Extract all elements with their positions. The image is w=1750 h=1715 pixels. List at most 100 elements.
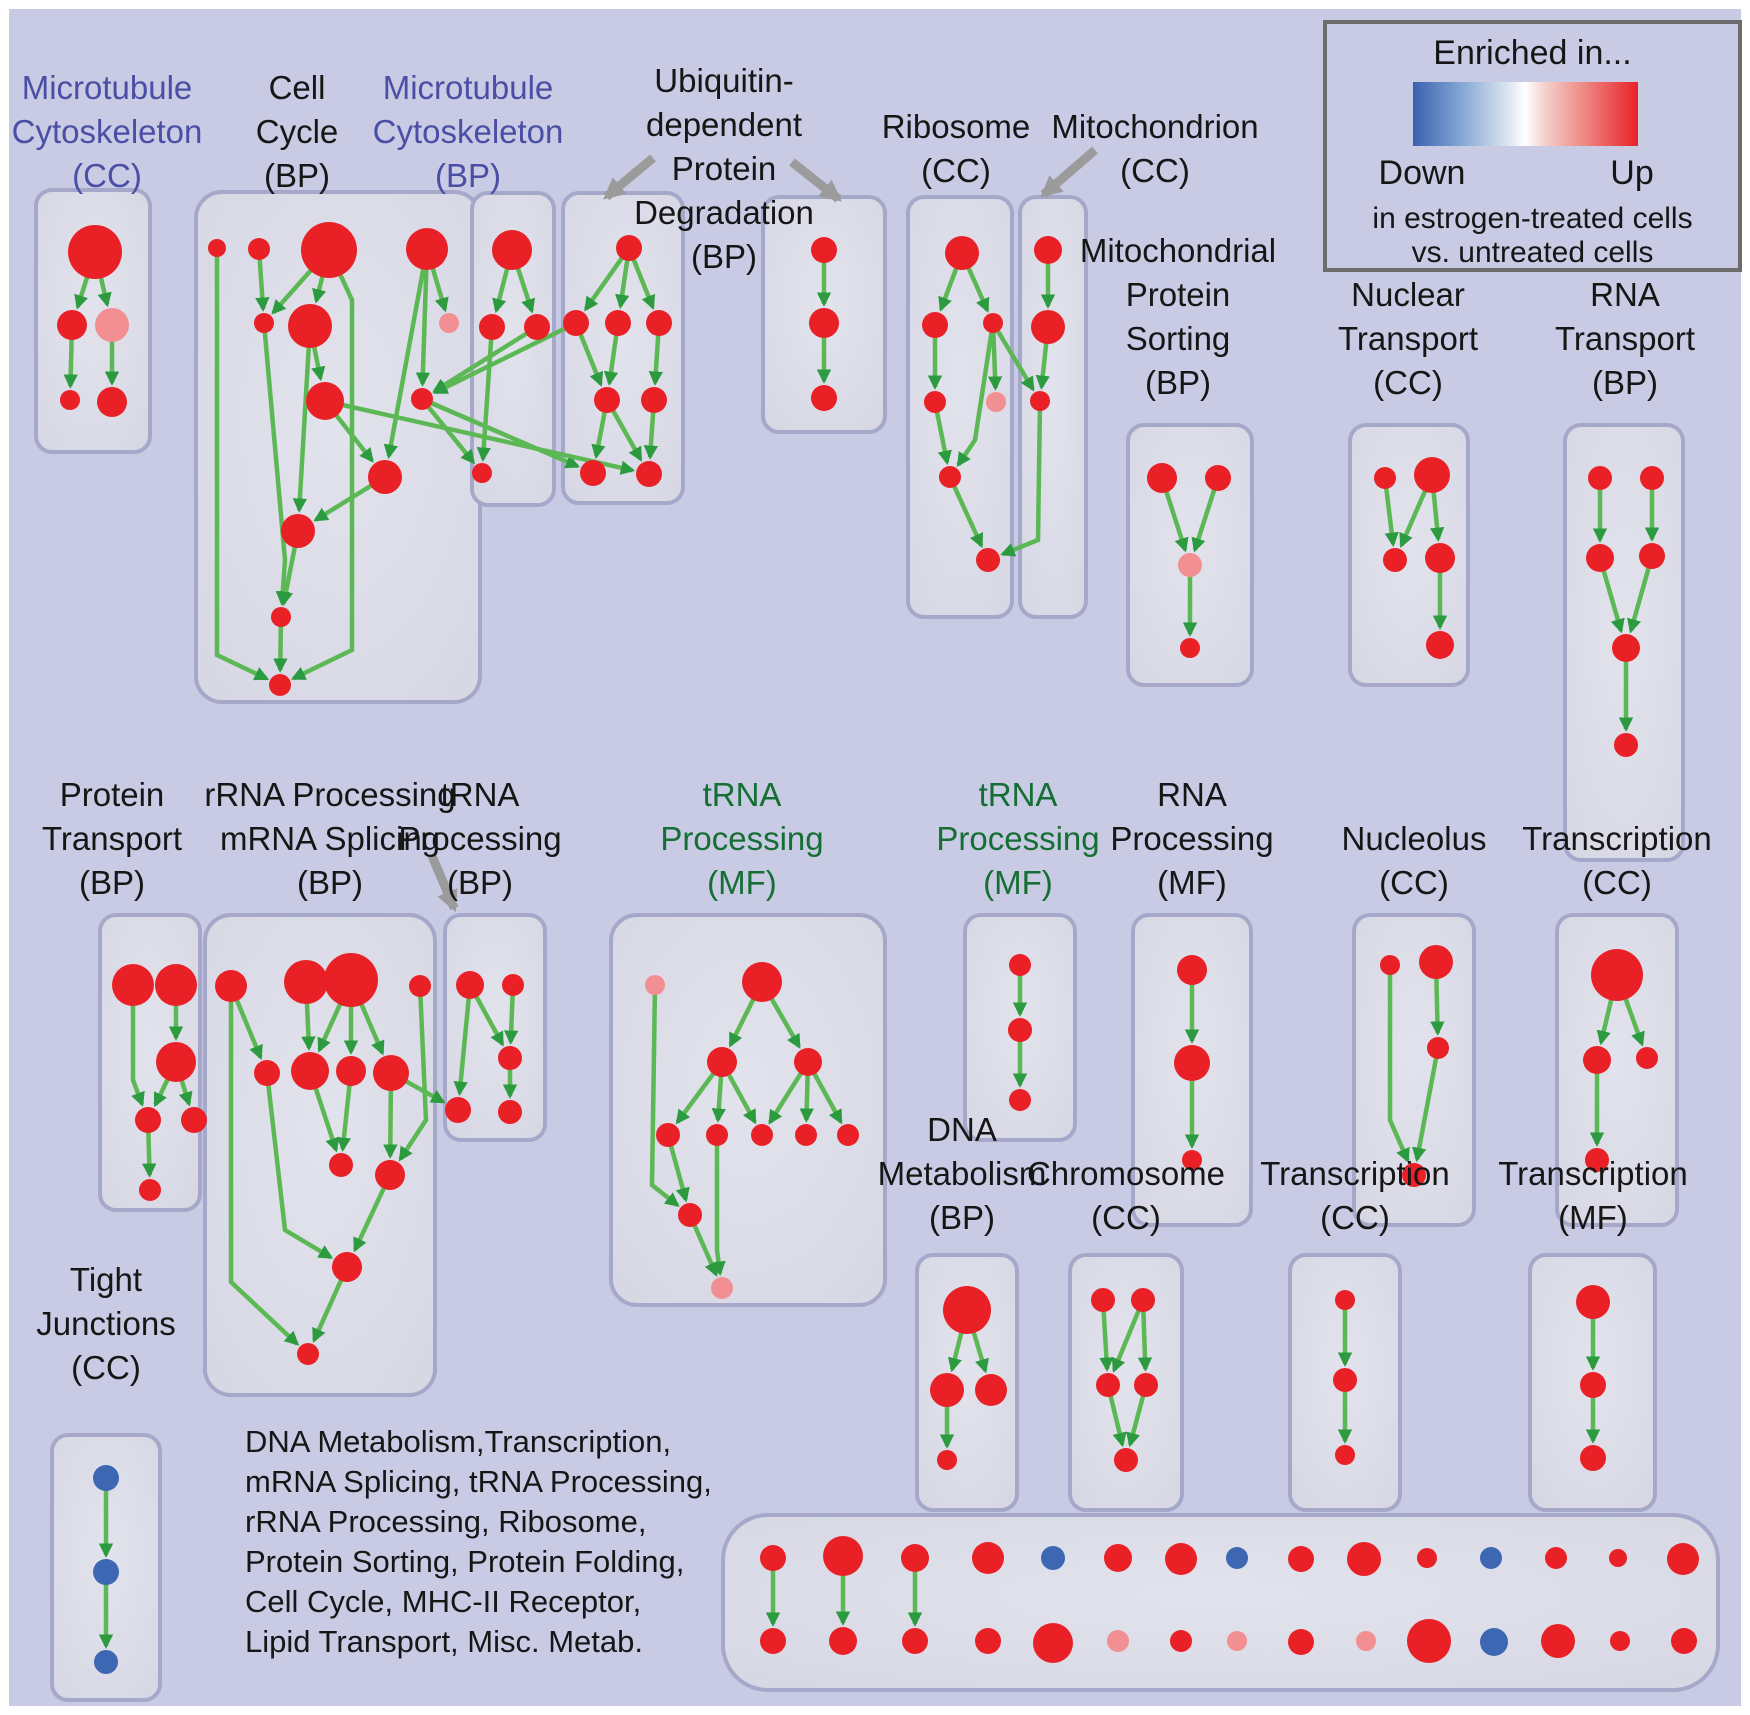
go-term-node bbox=[1180, 638, 1200, 658]
label-dna-metabolism: DNA Metabolism (BP) bbox=[877, 1111, 1047, 1236]
group-box-mixed-clusters bbox=[721, 1513, 1720, 1692]
label-cell-cycle: Cell Cycle (BP) bbox=[255, 69, 339, 194]
annotation-arrow bbox=[1040, 146, 1098, 199]
go-term-node bbox=[1041, 1546, 1065, 1570]
go-term-node bbox=[976, 548, 1000, 572]
go-term-node bbox=[616, 235, 642, 261]
go-edge bbox=[383, 248, 430, 460]
go-term-node bbox=[248, 238, 270, 260]
go-term-node bbox=[1480, 1628, 1508, 1656]
go-term-node bbox=[479, 314, 505, 340]
go-term-node bbox=[1030, 391, 1050, 411]
go-term-node bbox=[656, 1123, 680, 1147]
go-term-node bbox=[254, 313, 274, 333]
label-transcription-cc-top: Transcription (CC) bbox=[1522, 820, 1712, 901]
go-term-node bbox=[1583, 1046, 1611, 1074]
annotation-arrow bbox=[789, 158, 842, 203]
go-edge bbox=[261, 322, 290, 606]
go-edge bbox=[292, 325, 313, 513]
go-term-node bbox=[472, 463, 492, 483]
go-term-node bbox=[1288, 1629, 1314, 1655]
go-term-node bbox=[68, 225, 122, 279]
go-term-node bbox=[1580, 1372, 1606, 1398]
label-rrna-processing: rRNA Processing mRNA Splicing (BP) bbox=[204, 776, 456, 901]
label-chromosome: Chromosome (CC) bbox=[1026, 1155, 1226, 1236]
go-term-node bbox=[112, 964, 154, 1006]
go-term-node bbox=[1425, 543, 1455, 573]
go-term-node bbox=[1480, 1547, 1502, 1569]
label-nucleolus: Nucleolus (CC) bbox=[1341, 820, 1487, 901]
go-term-node bbox=[823, 1536, 863, 1576]
go-term-node bbox=[1096, 1373, 1120, 1397]
go-term-node bbox=[1131, 1288, 1155, 1312]
legend-title: Enriched in... bbox=[1433, 34, 1632, 72]
label-nuclear-transport: Nuclear Transport (CC) bbox=[1338, 276, 1478, 401]
go-term-node bbox=[711, 1277, 733, 1299]
label-ubiquitin-degradation: Ubiquitin- dependent Protein Degradation… bbox=[634, 62, 814, 275]
go-term-node bbox=[368, 460, 402, 494]
go-term-node bbox=[1104, 1544, 1132, 1572]
label-ribosome: Ribosome (CC) bbox=[881, 108, 1031, 189]
go-term-node bbox=[902, 1628, 928, 1654]
go-term-node bbox=[288, 304, 332, 348]
go-term-node bbox=[156, 1042, 196, 1082]
go-term-node bbox=[580, 460, 606, 486]
go-term-node bbox=[411, 388, 433, 410]
go-term-node bbox=[829, 1627, 857, 1655]
go-term-node bbox=[760, 1628, 786, 1654]
go-term-node bbox=[563, 310, 589, 336]
go-term-node bbox=[492, 230, 532, 270]
go-term-node bbox=[1671, 1628, 1697, 1654]
go-term-node bbox=[301, 222, 357, 278]
go-term-node bbox=[605, 310, 631, 336]
label-microtubule-cytoskeleton-cc: Microtubule Cytoskeleton (CC) bbox=[11, 69, 203, 194]
go-term-node bbox=[57, 310, 87, 340]
legend-caption-line1: in estrogen-treated cells bbox=[1372, 202, 1693, 235]
go-term-node bbox=[1008, 1018, 1032, 1042]
go-term-node bbox=[498, 1046, 522, 1070]
go-term-node bbox=[1427, 1037, 1449, 1059]
go-term-node bbox=[1614, 733, 1638, 757]
go-edge bbox=[264, 1072, 334, 1260]
go-edge bbox=[421, 396, 581, 469]
go-edge bbox=[991, 321, 1035, 392]
go-term-node bbox=[641, 387, 667, 413]
go-term-node bbox=[208, 239, 226, 257]
go-term-node bbox=[922, 312, 948, 338]
go-term-node bbox=[1639, 543, 1665, 569]
go-term-node bbox=[524, 314, 550, 340]
go-term-node bbox=[939, 466, 961, 488]
label-transcription-cc-bottom: Transcription (CC) bbox=[1260, 1155, 1450, 1236]
annotation-arrow bbox=[603, 154, 656, 201]
go-term-node bbox=[93, 1559, 119, 1585]
go-term-node bbox=[945, 236, 979, 270]
go-term-node bbox=[284, 960, 328, 1004]
go-term-node bbox=[1585, 1148, 1609, 1172]
go-edge bbox=[415, 248, 431, 387]
go-term-node bbox=[1588, 466, 1612, 490]
go-term-node bbox=[1380, 955, 1400, 975]
go-edge bbox=[1412, 1047, 1441, 1163]
go-term-node bbox=[943, 1286, 991, 1334]
go-term-node bbox=[930, 1373, 964, 1407]
go-edge bbox=[228, 986, 300, 1346]
go-term-node bbox=[336, 1056, 366, 1086]
go-term-node bbox=[1226, 1547, 1248, 1569]
go-term-node bbox=[439, 313, 459, 333]
go-edge bbox=[956, 322, 996, 467]
go-edge bbox=[214, 248, 270, 681]
go-term-node bbox=[1545, 1547, 1567, 1569]
go-term-node bbox=[329, 1153, 353, 1177]
go-term-node bbox=[1147, 463, 1177, 493]
label-mitochondrial-protein-sorting: Mitochondrial Protein Sorting (BP) bbox=[1079, 232, 1277, 401]
group-box-transcription-cc-top bbox=[1555, 913, 1679, 1227]
go-term-node bbox=[1541, 1624, 1575, 1658]
go-term-node bbox=[1205, 465, 1231, 491]
go-term-node bbox=[297, 1343, 319, 1365]
go-term-node bbox=[375, 1160, 405, 1190]
go-term-node bbox=[373, 1055, 409, 1091]
go-term-node bbox=[1333, 1368, 1357, 1392]
go-term-node bbox=[1383, 548, 1407, 572]
go-edge bbox=[432, 320, 577, 395]
go-term-node bbox=[975, 1628, 1001, 1654]
